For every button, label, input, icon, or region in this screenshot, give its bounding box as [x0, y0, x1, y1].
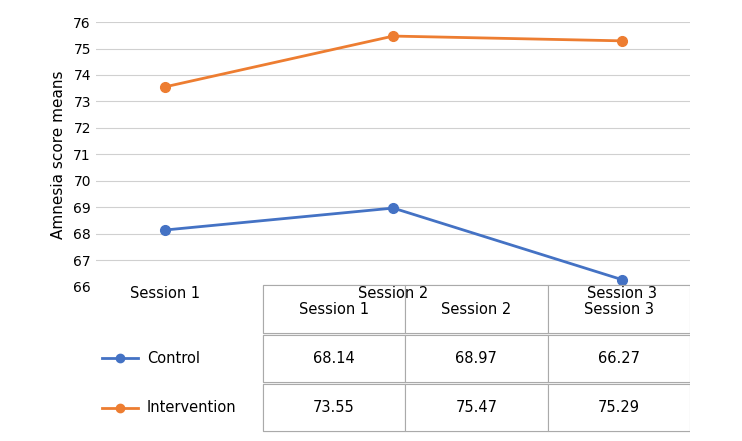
- Text: 75.47: 75.47: [456, 400, 497, 415]
- Bar: [96, 335, 263, 382]
- Bar: [548, 335, 690, 382]
- Text: Session 1: Session 1: [299, 302, 369, 317]
- Bar: [405, 335, 548, 382]
- Text: 73.55: 73.55: [313, 400, 355, 415]
- Text: Session 1: Session 1: [130, 286, 200, 301]
- Bar: [263, 384, 405, 431]
- Bar: [96, 285, 263, 333]
- Text: Session 3: Session 3: [587, 286, 657, 301]
- Bar: [548, 285, 690, 333]
- Bar: [405, 384, 548, 431]
- Bar: [263, 335, 405, 382]
- Text: Session 2: Session 2: [441, 302, 511, 317]
- Y-axis label: Amnesia score means: Amnesia score means: [51, 70, 66, 239]
- Bar: [548, 335, 690, 382]
- Text: 66.27: 66.27: [598, 351, 640, 366]
- Bar: [96, 384, 263, 431]
- Bar: [548, 384, 690, 431]
- Text: Control: Control: [147, 351, 200, 366]
- Bar: [263, 285, 405, 333]
- Bar: [263, 384, 405, 431]
- Bar: [405, 335, 548, 382]
- Bar: [405, 285, 548, 333]
- Text: Session 3: Session 3: [584, 302, 654, 317]
- Bar: [263, 335, 405, 382]
- Text: 68.97: 68.97: [456, 351, 497, 366]
- Bar: [405, 384, 548, 431]
- Bar: [263, 285, 405, 333]
- Text: Session 2: Session 2: [358, 286, 428, 301]
- Text: 68.14: 68.14: [313, 351, 355, 366]
- Text: Intervention: Intervention: [147, 400, 237, 415]
- Text: 75.29: 75.29: [598, 400, 640, 415]
- Bar: [548, 285, 690, 333]
- Bar: [548, 384, 690, 431]
- Bar: [405, 285, 548, 333]
